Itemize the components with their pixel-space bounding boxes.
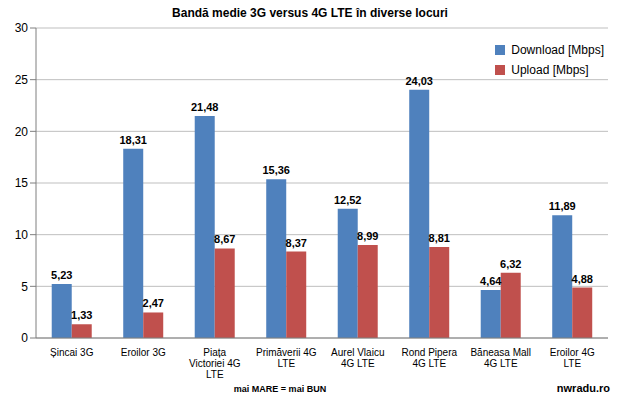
html-text:Download [Mbps]: Download [Mbps] [511, 43, 604, 57]
svg-text:6,32: 6,32 [500, 258, 521, 270]
svg-text:21,48: 21,48 [191, 101, 219, 113]
svg-text:15,36: 15,36 [262, 164, 290, 176]
svg-text:4,88: 4,88 [572, 273, 593, 285]
svg-text:Aurel Vlaicu4G LTE: Aurel Vlaicu4G LTE [331, 347, 384, 369]
svg-text:Șincai 3G: Șincai 3G [50, 347, 94, 358]
html-text:nwradu.ro: nwradu.ro [556, 382, 610, 394]
svg-text:Băneasa Mall4G LTE: Băneasa Mall4G LTE [470, 347, 531, 369]
svg-text:11,89: 11,89 [549, 200, 576, 212]
svg-text:0: 0 [21, 331, 28, 345]
svg-text:12,52: 12,52 [334, 194, 362, 206]
svg-text:15: 15 [15, 176, 29, 190]
svg-text:8,99: 8,99 [357, 230, 378, 242]
html-text:mai MARE = mai BUN: mai MARE = mai BUN [233, 384, 327, 394]
svg-text:8,67: 8,67 [214, 233, 235, 245]
svg-text:5: 5 [21, 280, 28, 294]
svg-text:1,33: 1,33 [71, 309, 92, 321]
svg-text:5,23: 5,23 [51, 269, 72, 281]
svg-text:PiațaVictoriei 4GLTE: PiațaVictoriei 4GLTE [189, 347, 241, 380]
svg-text:8,81: 8,81 [429, 232, 450, 244]
svg-text:30: 30 [15, 21, 29, 35]
svg-text:8,37: 8,37 [286, 237, 307, 249]
svg-text:18,31: 18,31 [119, 134, 147, 146]
svg-text:Eroilor 4GLTE: Eroilor 4GLTE [550, 347, 595, 369]
svg-text:2,47: 2,47 [143, 297, 164, 309]
svg-text:Primăverii 4GLTE: Primăverii 4GLTE [256, 347, 317, 369]
svg-text:20: 20 [15, 125, 29, 139]
html-text:Upload [Mbps]: Upload [Mbps] [511, 63, 589, 77]
svg-text:Eroilor 3G: Eroilor 3G [121, 347, 166, 358]
html-text:Bandă medie 3G versus 4G LTE î: Bandă medie 3G versus 4G LTE în diverse … [172, 6, 448, 20]
svg-text:24,03: 24,03 [405, 75, 433, 87]
svg-text:4,64: 4,64 [480, 275, 502, 287]
svg-text:25: 25 [15, 73, 29, 87]
svg-text:10: 10 [15, 228, 29, 242]
svg-text:Rond Pipera4G LTE: Rond Pipera4G LTE [401, 347, 457, 369]
